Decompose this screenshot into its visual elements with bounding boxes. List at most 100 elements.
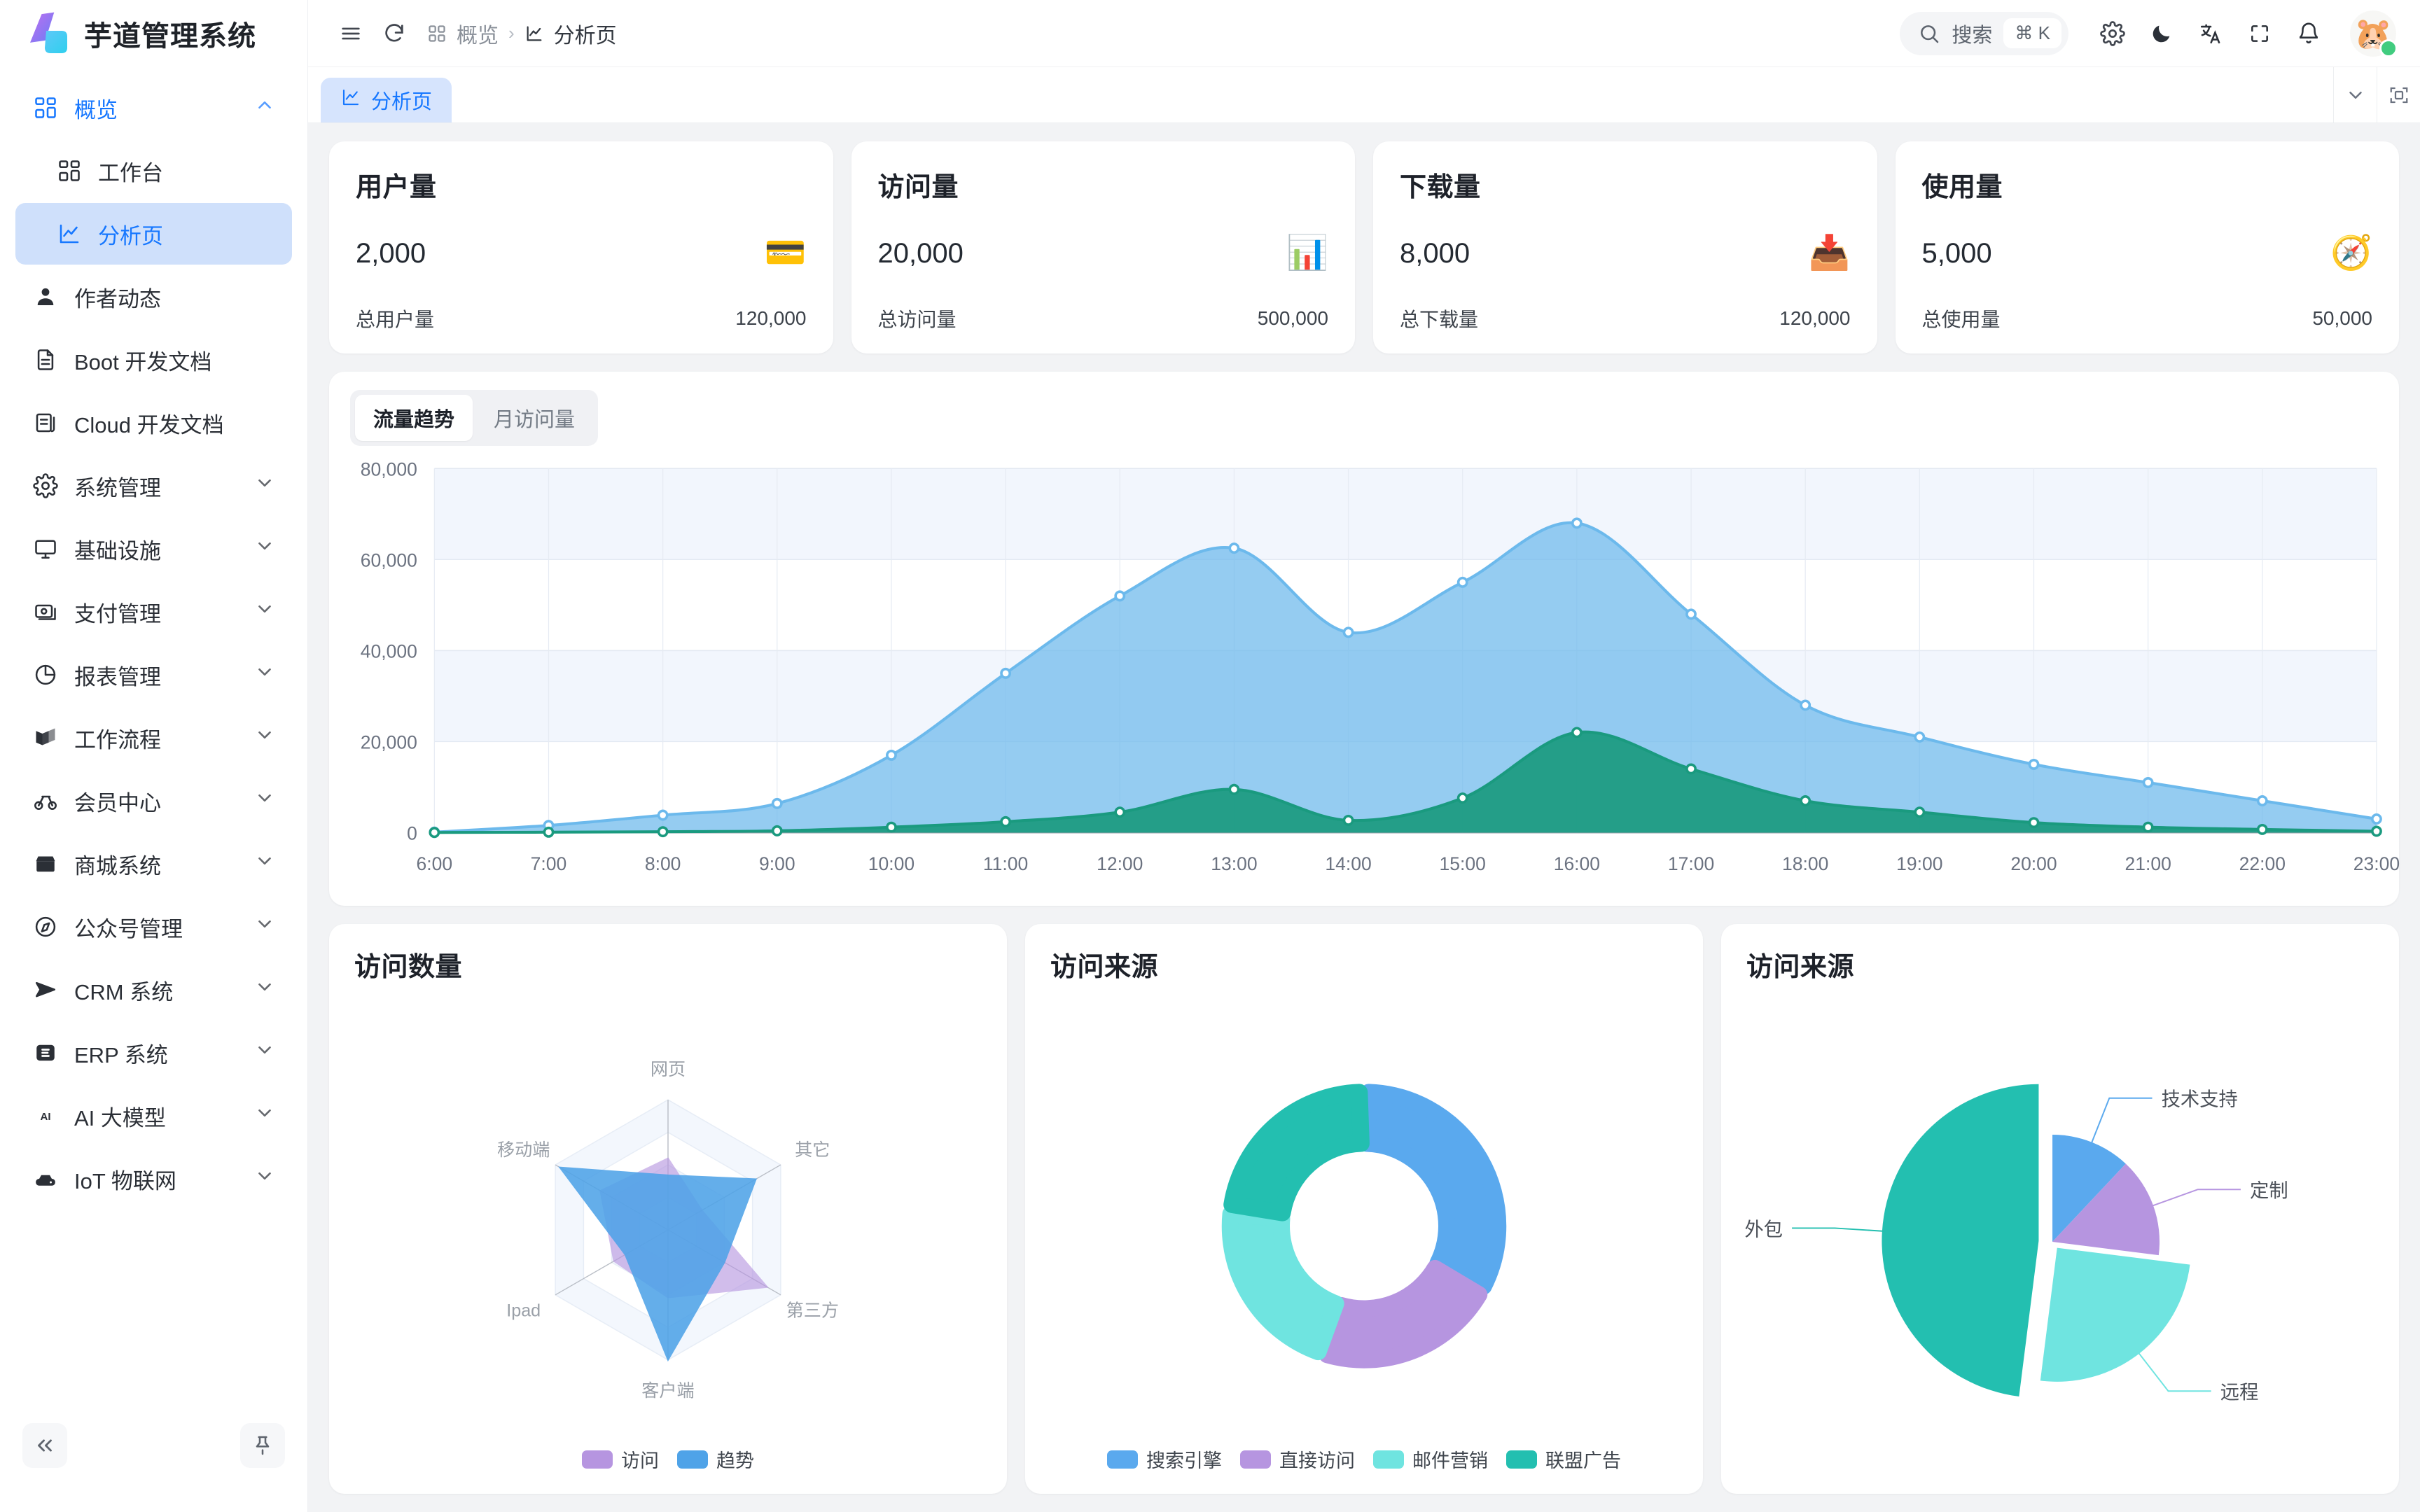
sidebar-pin-button[interactable] bbox=[240, 1423, 285, 1468]
legend-item[interactable]: 搜索引擎 bbox=[1107, 1446, 1222, 1473]
search-label: 搜索 bbox=[1952, 24, 1993, 47]
bottom-charts-row: 访问数量 网页 其它 第三方 客户端 Ipad 移动端 访问 趋势 访问来源 搜索引擎 直接访… bbox=[329, 923, 2399, 1494]
svg-text:客户端: 客户端 bbox=[641, 1381, 694, 1401]
donut-chart[interactable] bbox=[1050, 988, 1678, 1441]
legend-item[interactable]: 访问 bbox=[582, 1446, 659, 1473]
pie-chart[interactable]: 技术支持 定制 远程 外包 bbox=[1744, 988, 2374, 1473]
sidebar-item-6[interactable]: 系统管理 bbox=[15, 455, 292, 517]
chevron-down-icon[interactable] bbox=[254, 662, 275, 688]
svg-text:60,000: 60,000 bbox=[361, 550, 417, 571]
chevron-up-icon[interactable] bbox=[254, 94, 275, 121]
gear-icon[interactable] bbox=[2091, 12, 2134, 55]
svg-text:13:00: 13:00 bbox=[1211, 853, 1257, 874]
svg-text:第三方: 第三方 bbox=[786, 1301, 839, 1320]
fullscreen-icon[interactable] bbox=[2238, 12, 2281, 55]
sidebar-item-7[interactable]: 基础设施 bbox=[15, 518, 292, 580]
chevron-down-icon[interactable] bbox=[2333, 67, 2377, 122]
visit-source-donut-title: 访问来源 bbox=[1050, 952, 1159, 982]
svg-text:18:00: 18:00 bbox=[1782, 853, 1828, 874]
sidebar-item-label: IoT 物联网 bbox=[74, 1168, 176, 1194]
chevron-down-icon[interactable] bbox=[254, 536, 275, 562]
gear-icon bbox=[32, 472, 59, 499]
chevron-down-icon[interactable] bbox=[254, 472, 275, 499]
sidebar-item-10[interactable]: 工作流程 bbox=[15, 707, 292, 769]
sidebar-collapse-button[interactable] bbox=[22, 1423, 67, 1468]
chevron-down-icon[interactable] bbox=[254, 1040, 275, 1066]
radar-legend: 访问 趋势 bbox=[354, 1441, 982, 1473]
tabbar: 分析页 bbox=[308, 67, 2420, 123]
sidebar-item-2[interactable]: 分析页 bbox=[15, 203, 292, 265]
svg-text:16:00: 16:00 bbox=[1554, 853, 1600, 874]
sidebar-item-label: 工作流程 bbox=[74, 727, 161, 752]
trend-tab-1[interactable]: 月访问量 bbox=[494, 409, 576, 431]
hamburger-icon[interactable] bbox=[329, 12, 373, 55]
sidebar-item-12[interactable]: 商城系统 bbox=[15, 833, 292, 895]
traffic-trend-chart[interactable]: 0 20,000 40,000 60,000 80,000 6:00 7:00 8:00 9:0… bbox=[350, 458, 2400, 893]
status-badge bbox=[2379, 38, 2398, 57]
chevron-down-icon[interactable] bbox=[254, 724, 275, 751]
chevron-down-icon[interactable] bbox=[254, 850, 275, 877]
sidebar-item-14[interactable]: CRM 系统 bbox=[15, 959, 292, 1021]
legend-swatch bbox=[677, 1450, 708, 1469]
stat-title: 访问量 bbox=[877, 173, 959, 202]
visit-source-donut-card: 访问来源 搜索引擎 直接访问 邮件营销 联盟广告 bbox=[1025, 923, 1703, 1494]
stat-card-3: 使用量 5,000 🧭 总使用量 50,000 bbox=[1895, 141, 2399, 354]
sidebar-item-16[interactable]: AI AI 大模型 bbox=[15, 1085, 292, 1147]
chevron-down-icon[interactable] bbox=[254, 1102, 275, 1129]
sidebar-item-5[interactable]: Cloud 开发文档 bbox=[15, 392, 292, 454]
chevron-down-icon[interactable] bbox=[254, 976, 275, 1003]
stat-foot-value: 120,000 bbox=[1779, 307, 1851, 329]
bike-icon bbox=[32, 788, 59, 814]
breadcrumb: 概览 › 分析页 bbox=[427, 18, 617, 49]
stat-foot-label: 总下载量 bbox=[1400, 309, 1479, 330]
svg-text:40,000: 40,000 bbox=[361, 641, 417, 662]
chevron-down-icon[interactable] bbox=[254, 598, 275, 625]
sidebar-item-15[interactable]: ERP 系统 bbox=[15, 1022, 292, 1084]
search-shortcut: ⌘ K bbox=[2003, 18, 2061, 48]
visit-count-card: 访问数量 网页 其它 第三方 客户端 Ipad 移动端 访问 趋势 bbox=[329, 923, 1007, 1494]
traffic-trend-card: 流量趋势 月访问量 0 20,000 40,000 60,000 80,000 6:00 7:… bbox=[329, 372, 2400, 906]
brand[interactable]: 芋道管理系统 bbox=[0, 0, 307, 67]
sidebar-item-8[interactable]: 支付管理 bbox=[15, 581, 292, 643]
chevron-down-icon[interactable] bbox=[254, 1166, 275, 1192]
sidebar-item-9[interactable]: 报表管理 bbox=[15, 644, 292, 706]
legend-item[interactable]: 直接访问 bbox=[1240, 1446, 1355, 1473]
sidebar-item-label: 系统管理 bbox=[74, 475, 161, 500]
legend-swatch bbox=[1107, 1450, 1138, 1469]
sidebar-item-4[interactable]: Boot 开发文档 bbox=[15, 329, 292, 391]
document-icon bbox=[32, 346, 59, 373]
svg-text:远程: 远程 bbox=[2220, 1381, 2259, 1403]
breadcrumb-current-label: 分析页 bbox=[553, 24, 617, 48]
breadcrumb-root[interactable]: 概览 bbox=[427, 18, 499, 49]
trend-tab-0[interactable]: 流量趋势 bbox=[355, 395, 473, 441]
refresh-icon[interactable] bbox=[373, 12, 416, 55]
brand-logo-icon bbox=[25, 12, 70, 55]
chevron-down-icon[interactable] bbox=[254, 788, 275, 814]
expand-box-icon[interactable] bbox=[2377, 67, 2420, 122]
page-content: 用户量 2,000 💳 总用户量 120,000 访问量 20,000 📊 总访问量 500,00… bbox=[308, 123, 2420, 1512]
sidebar-item-1[interactable]: 工作台 bbox=[15, 140, 292, 202]
bell-icon[interactable] bbox=[2287, 12, 2330, 55]
legend-item[interactable]: 联盟广告 bbox=[1506, 1446, 1621, 1473]
sidebar-item-0[interactable]: 概览 bbox=[15, 77, 292, 139]
legend-label: 联盟广告 bbox=[1545, 1450, 1621, 1471]
moon-icon[interactable] bbox=[2140, 12, 2183, 55]
legend-item[interactable]: 趋势 bbox=[677, 1446, 754, 1473]
search-icon bbox=[1921, 24, 1939, 43]
topbar-actions: 搜索 ⌘ K bbox=[1900, 10, 2398, 57]
sidebar-item-17[interactable]: IoT 物联网 bbox=[15, 1148, 292, 1210]
legend-item[interactable]: 邮件营销 bbox=[1373, 1446, 1488, 1473]
sidebar-item-label: CRM 系统 bbox=[74, 979, 174, 1004]
search-input[interactable]: 搜索 ⌘ K bbox=[1900, 11, 2068, 55]
sidebar-item-11[interactable]: 会员中心 bbox=[15, 770, 292, 832]
sidebar-item-13[interactable]: 公众号管理 bbox=[15, 896, 292, 958]
avatar[interactable]: 🐹 bbox=[2350, 10, 2398, 57]
radar-chart[interactable]: 网页 其它 第三方 客户端 Ipad 移动端 bbox=[354, 988, 982, 1441]
legend-label: 趋势 bbox=[716, 1450, 754, 1471]
sidebar-item-3[interactable]: 作者动态 bbox=[15, 266, 292, 328]
translate-icon[interactable] bbox=[2189, 12, 2232, 55]
chevron-down-icon[interactable] bbox=[254, 913, 275, 940]
sidebar-item-label: 概览 bbox=[74, 97, 118, 122]
tab-0[interactable]: 分析页 bbox=[321, 78, 452, 122]
svg-text:19:00: 19:00 bbox=[1896, 853, 1942, 874]
